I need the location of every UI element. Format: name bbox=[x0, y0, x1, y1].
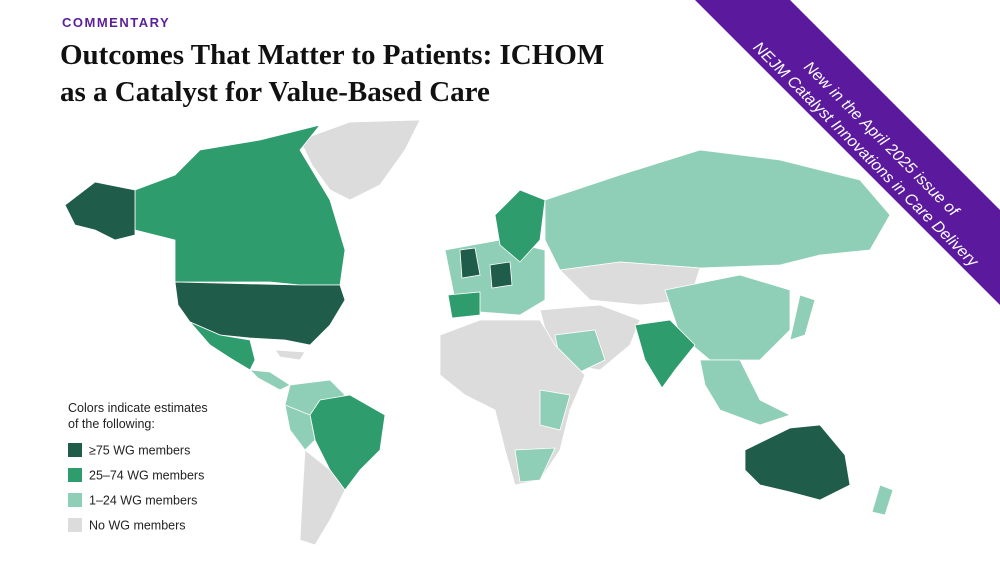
legend-label: 1–24 WG members bbox=[89, 494, 197, 508]
legend-swatch bbox=[68, 493, 82, 507]
legend-heading: Colors indicate estimates bbox=[68, 401, 208, 415]
new-zealand bbox=[871, 484, 894, 516]
usa bbox=[174, 281, 346, 346]
legend-label: No WG members bbox=[89, 519, 186, 533]
africa-east bbox=[539, 389, 571, 431]
russia bbox=[544, 149, 891, 271]
caribbean bbox=[274, 349, 306, 361]
legend-label: ≥75 WG members bbox=[89, 444, 190, 458]
south-america-west bbox=[284, 404, 316, 451]
legend: Colors indicate estimates of the followi… bbox=[68, 401, 208, 533]
title-line: as a Catalyst for Value-Based Care bbox=[60, 76, 490, 108]
banner-ribbon bbox=[695, 0, 1000, 305]
germany bbox=[489, 261, 513, 289]
scandinavia bbox=[494, 189, 546, 263]
alaska bbox=[64, 181, 136, 241]
australia bbox=[744, 424, 851, 501]
india bbox=[634, 319, 696, 389]
greenland bbox=[299, 119, 421, 201]
mexico bbox=[189, 321, 256, 371]
kicker: COMMENTARY bbox=[62, 15, 170, 30]
spain bbox=[447, 291, 481, 319]
legend-swatch bbox=[68, 443, 82, 457]
world-map bbox=[64, 119, 894, 546]
title-line: Outcomes That Matter to Patients: ICHOM bbox=[60, 39, 604, 71]
canada bbox=[134, 124, 346, 286]
legend-label: 25–74 WG members bbox=[89, 469, 204, 483]
japan bbox=[789, 294, 816, 341]
legend-swatch bbox=[68, 468, 82, 482]
africa-south bbox=[514, 447, 556, 483]
legend-swatch bbox=[68, 518, 82, 532]
central-america bbox=[248, 369, 291, 391]
south-america-south bbox=[299, 449, 346, 546]
southeast-asia bbox=[699, 359, 792, 426]
africa bbox=[439, 319, 586, 486]
uk bbox=[459, 247, 481, 279]
legend-heading: of the following: bbox=[68, 417, 155, 431]
